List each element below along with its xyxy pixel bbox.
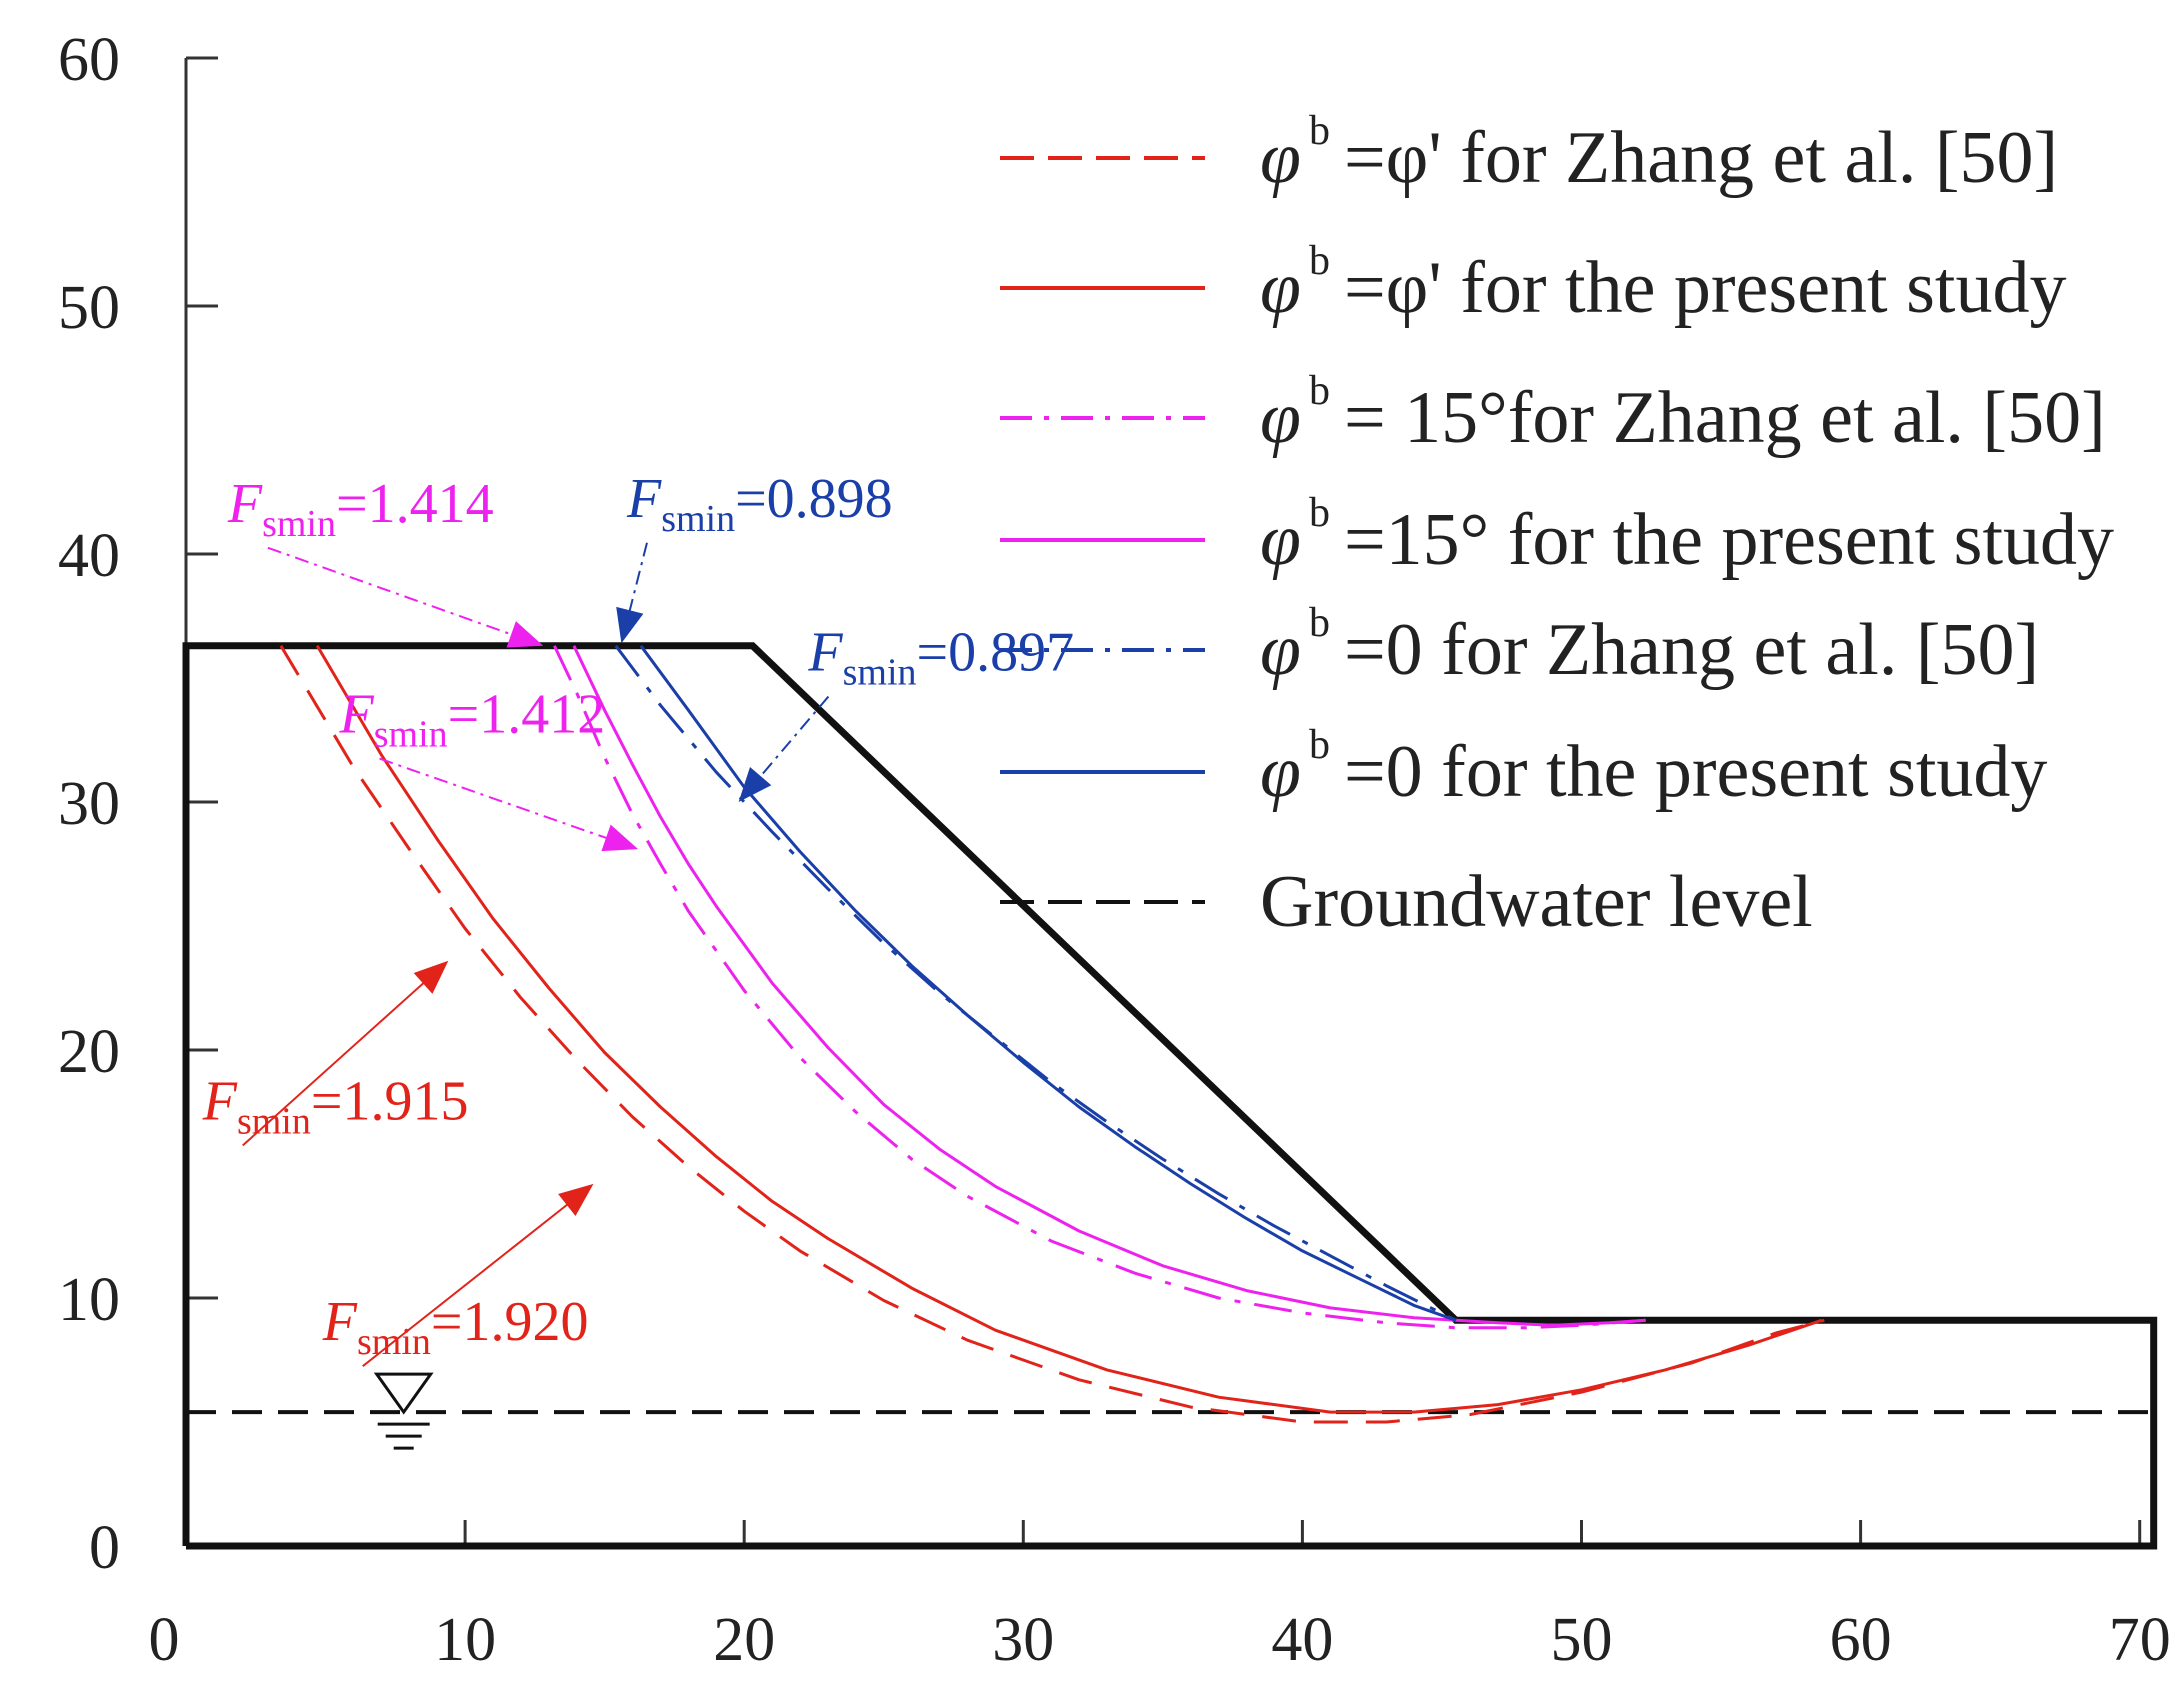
fsmin-arrow-head (506, 621, 544, 648)
legend-label-3: φ b = 15°for Zhang et al. [50] (1260, 368, 2106, 459)
legend-label-7: Groundwater level (1260, 861, 1813, 943)
slip-surface-series-5 (614, 644, 1457, 1322)
annotation-layer: Fsmin=1.414 Fsmin=0.898 Fsmin=0.897 Fsmin=1… (202, 468, 1074, 1367)
fsmin-label-6: Fsmin=1.920 (322, 1291, 589, 1363)
legend-label-2: φ b =φ' for the present study (1260, 238, 2066, 329)
y-tick-label: 50 (58, 274, 120, 342)
y-tick-label: 60 (58, 26, 120, 94)
fsmin-arrow-head (738, 767, 772, 802)
slip-surface-series-2 (315, 645, 1822, 1414)
slip-surface-series-1 (279, 645, 1825, 1424)
x-tick-label: 30 (992, 1606, 1054, 1674)
axes-layer: 0 10 20 30 40 50 60 70 0 10 20 30 40 50 60 (58, 26, 2171, 1674)
fsmin-arrow-line (267, 546, 518, 638)
fsmin-arrow-line (242, 978, 429, 1147)
fsmin-label-5: Fsmin=1.915 (202, 1070, 469, 1142)
slip-surface-series-6 (639, 644, 1457, 1322)
legend: φ b =φ' for Zhang et al. [50] φ b =φ' for the… (1000, 108, 2114, 943)
x-tick-label: 70 (2109, 1606, 2171, 1674)
water-table-icon (373, 1372, 434, 1415)
slip-surface-series-4 (572, 645, 1646, 1327)
fsmin-arrow-head (413, 960, 449, 994)
x-tick-label: 10 (434, 1606, 496, 1674)
y-tick-label: 0 (89, 1514, 120, 1582)
x-tick-label: 60 (1830, 1606, 1892, 1674)
legend-label-4: φ b =15° for the present study (1260, 490, 2114, 581)
x-tick-label: 0 (149, 1606, 180, 1674)
fsmin-label-1: Fsmin=1.414 (227, 473, 494, 545)
legend-label-6: φ b =0 for the present study (1260, 722, 2047, 813)
y-tick-label: 40 (58, 522, 120, 590)
fsmin-label-2: Fsmin=0.898 (626, 468, 893, 540)
fsmin-arrow-line (756, 695, 830, 782)
legend-label-1: φ b =φ' for Zhang et al. [50] (1260, 108, 2058, 199)
y-tick-label: 30 (58, 770, 120, 838)
fsmin-label-3: Fsmin=0.897 (807, 622, 1074, 694)
fsmin-arrow-head (601, 824, 639, 852)
y-tick-label: 20 (58, 1018, 120, 1086)
series-layer (279, 644, 1825, 1424)
fsmin-arrow-line (627, 542, 648, 617)
fsmin-arrow-line (362, 1200, 573, 1367)
slip-surface-series-3 (553, 645, 1646, 1330)
fsmin-arrow-line (379, 757, 613, 841)
y-tick-label: 10 (58, 1266, 120, 1334)
legend-label-5: φ b =0 for Zhang et al. [50] (1260, 600, 2039, 691)
fsmin-arrow-head (616, 606, 644, 644)
fsmin-arrow-head (558, 1183, 594, 1216)
fsmin-label-4: Fsmin=1.412 (339, 684, 606, 756)
x-tick-label: 50 (1551, 1606, 1613, 1674)
x-tick-label: 40 (1271, 1606, 1333, 1674)
x-tick-label: 20 (713, 1606, 775, 1674)
